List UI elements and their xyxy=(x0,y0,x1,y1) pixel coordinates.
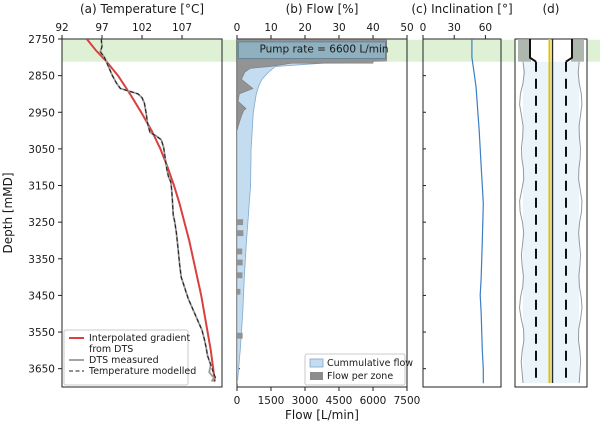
flow-per-zone-area xyxy=(237,39,387,131)
panel-inclination: (c) Inclination [°] 0 30 60 xyxy=(411,2,513,388)
borehole-wall-right xyxy=(577,61,583,384)
flow-lpm-tick-label: 1500 xyxy=(258,395,285,407)
temperature-series-line-1 xyxy=(86,39,216,382)
flow-percent-tick-label: 0 xyxy=(234,22,241,34)
flow-legend-swatch-cumulative xyxy=(309,358,324,368)
flow-legend-box xyxy=(304,353,406,386)
flow-zone-spike xyxy=(237,259,243,266)
flow-zone-spike xyxy=(237,332,243,339)
pump-rate-box xyxy=(237,41,386,59)
inclination-title: (c) Inclination [°] xyxy=(411,2,512,16)
cumulative-flow-area xyxy=(237,39,387,384)
casing-right xyxy=(571,39,584,62)
flow-zone-spike xyxy=(237,248,243,255)
flow-lpm-tick-label: 3000 xyxy=(292,395,319,407)
depth-axis-label: Depth [mMD] xyxy=(1,172,15,253)
temperature-legend-label: Interpolated gradient xyxy=(89,333,191,344)
flow-legend-label-zone: Flow per zone xyxy=(327,371,393,382)
temperature-series-line-3 xyxy=(99,39,217,382)
depth-tick-label: 2750 xyxy=(28,34,55,46)
flow-legend-label-cumulative: Cummulative flow xyxy=(327,358,413,369)
panel-flow: (b) Flow [%] 0 10 20 30 40 50 0 1500 3000 4500 6000… xyxy=(234,2,421,422)
flow-percent-tick-label: 10 xyxy=(264,22,277,34)
temperature-tick-label: 102 xyxy=(132,22,152,34)
inclination-line xyxy=(471,39,484,384)
depth-tick-label: 3450 xyxy=(28,290,55,302)
temperature-legend-box xyxy=(63,329,189,386)
flow-title: (b) Flow [%] xyxy=(286,2,359,16)
depth-tick-label: 2950 xyxy=(28,107,55,119)
casing-shoe-left xyxy=(529,39,537,63)
flow-zone-spike xyxy=(237,230,244,237)
depth-tick-label: 3150 xyxy=(28,181,55,193)
temperature-tick-label: 97 xyxy=(95,22,108,34)
flow-plot-area xyxy=(237,39,387,384)
flow-percent-tick-label: 40 xyxy=(366,22,379,34)
inclination-tick-label: 0 xyxy=(420,22,427,34)
borehole-fluid xyxy=(523,61,579,383)
flow-legend: Cummulative flow Flow per zone xyxy=(304,353,413,386)
depth-tick-label: 2850 xyxy=(28,71,55,83)
panel-temperature: (a) Temperature [°C] 92 97 102 107 2750 2850 29… xyxy=(1,2,223,388)
well-title: (d) xyxy=(543,2,560,16)
flow-axis-label: Flow [L/min] xyxy=(285,408,359,422)
inclination-axes-frame xyxy=(422,38,502,388)
casing-left xyxy=(518,39,531,62)
flow-legend-swatch-zone xyxy=(310,372,323,380)
flow-percent-tick-label: 50 xyxy=(400,22,413,34)
depth-tick-label: 3650 xyxy=(28,364,55,376)
temperature-plot-area xyxy=(86,39,217,382)
temperature-legend-label: from DTS xyxy=(89,344,133,355)
inclination-plot-area xyxy=(471,39,484,384)
flow-lpm-tick-label: 6000 xyxy=(360,395,387,407)
depth-tick-label: 3050 xyxy=(28,144,55,156)
pump-rate-label: Pump rate = 6600 L/min xyxy=(259,44,388,56)
panel-well-diagram: (d) xyxy=(514,2,588,388)
depth-tick-label: 3550 xyxy=(28,327,55,339)
flow-zone-spike xyxy=(237,272,243,279)
flow-axes-frame xyxy=(236,38,408,388)
temperature-tick-label: 92 xyxy=(55,22,68,34)
inclination-tick-label: 60 xyxy=(479,22,492,34)
temperature-title: (a) Temperature [°C] xyxy=(80,2,204,16)
inclination-tick-label: 30 xyxy=(448,22,461,34)
flow-percent-tick-label: 30 xyxy=(332,22,345,34)
depth-tick-label: 3350 xyxy=(28,254,55,266)
flow-percent-tick-label: 20 xyxy=(298,22,311,34)
temperature-tick-label: 107 xyxy=(172,22,192,34)
flow-lpm-tick-label: 0 xyxy=(234,395,241,407)
casing-shoe-right xyxy=(565,39,573,63)
flow-zone-spike xyxy=(237,288,241,295)
borehole-wall-left xyxy=(518,61,525,384)
depth-tick-label: 3250 xyxy=(28,217,55,229)
flow-zone-spike xyxy=(237,219,244,226)
temperature-legend-label: Temperature modelled xyxy=(88,366,196,377)
flow-lpm-tick-label: 4500 xyxy=(326,395,353,407)
temperature-legend-label: DTS measured xyxy=(89,355,159,366)
flow-lpm-tick-label: 7500 xyxy=(394,395,421,407)
